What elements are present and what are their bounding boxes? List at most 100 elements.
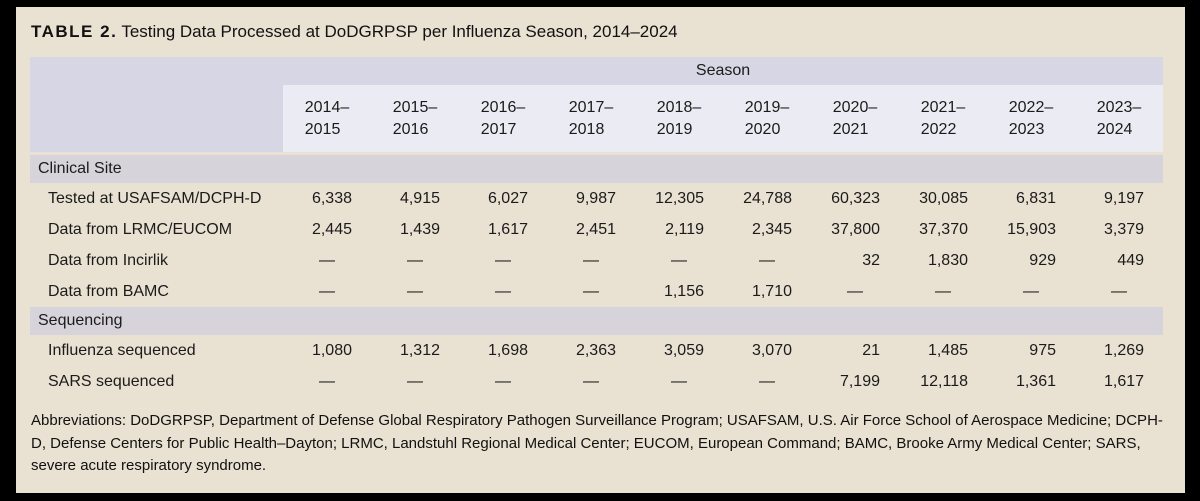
year-col-label: 2016– 2017 [480,98,526,138]
value-cell: 1,312 [371,335,459,366]
value-cell: 1,080 [283,335,371,366]
value-cell: 1,156 [635,276,723,307]
table-number-label: TABLE 2. [31,22,118,41]
value-cell: 1,617 [1075,366,1164,397]
value-cell: 449 [1075,245,1164,276]
value-cell: — [371,276,459,307]
row-label: Data from Incirlik [30,245,283,276]
year-col-header: 2014– 2015 [283,85,371,152]
value-cell: — [811,276,899,307]
section-header-clinical-site: Clinical Site [30,155,1164,183]
table-row: SARS sequenced — — — — — — 7,199 12,118 … [30,366,1164,397]
year-col-header: 2018– 2019 [635,85,723,152]
table-row: Data from LRMC/EUCOM 2,445 1,439 1,617 2… [30,214,1164,245]
year-col-header: 2023– 2024 [1075,85,1164,152]
value-cell: — [459,366,547,397]
value-cell: 4,915 [371,183,459,214]
season-header-row: Season [30,57,1164,85]
year-col-label: 2022– 2023 [1008,98,1054,138]
header-corner-cell [30,85,283,152]
year-col-header: 2020– 2021 [811,85,899,152]
year-col-header: 2016– 2017 [459,85,547,152]
page-background: TABLE 2. Testing Data Processed at DoDGRP… [16,7,1185,493]
value-cell: 6,831 [987,183,1075,214]
value-cell: — [283,276,371,307]
value-cell: 2,363 [547,335,635,366]
value-cell: 3,070 [723,335,811,366]
value-cell: — [459,276,547,307]
row-label: SARS sequenced [30,366,283,397]
header-corner-cell [30,57,283,85]
value-cell: — [899,276,987,307]
value-cell: 975 [987,335,1075,366]
value-cell: 3,379 [1075,214,1164,245]
value-cell: — [283,366,371,397]
value-cell: — [371,245,459,276]
value-cell: 60,323 [811,183,899,214]
value-cell: 24,788 [723,183,811,214]
value-cell: — [723,245,811,276]
year-col-header: 2019– 2020 [723,85,811,152]
value-cell: — [459,245,547,276]
section-label: Sequencing [30,307,1164,335]
value-cell: — [547,366,635,397]
row-label: Data from BAMC [30,276,283,307]
year-col-label: 2015– 2016 [392,98,438,138]
year-col-label: 2017– 2018 [568,98,614,138]
value-cell: 1,617 [459,214,547,245]
value-cell: 7,199 [811,366,899,397]
table-row: Tested at USAFSAM/DCPH-D 6,338 4,915 6,0… [30,183,1164,214]
year-col-label: 2014– 2015 [304,98,350,138]
value-cell: 21 [811,335,899,366]
value-cell: 30,085 [899,183,987,214]
year-col-header: 2022– 2023 [987,85,1075,152]
section-header-sequencing: Sequencing [30,307,1164,335]
value-cell: — [987,276,1075,307]
year-col-label: 2019– 2020 [744,98,790,138]
value-cell: 12,305 [635,183,723,214]
row-label: Data from LRMC/EUCOM [30,214,283,245]
value-cell: 9,987 [547,183,635,214]
value-cell: 1,439 [371,214,459,245]
year-col-label: 2018– 2019 [656,98,702,138]
value-cell: — [723,366,811,397]
value-cell: 1,361 [987,366,1075,397]
value-cell: 929 [987,245,1075,276]
value-cell: 37,800 [811,214,899,245]
value-cell: — [283,245,371,276]
year-col-header: 2021– 2022 [899,85,987,152]
table-row: Data from BAMC — — — — 1,156 1,710 — — —… [30,276,1164,307]
year-col-label: 2021– 2022 [920,98,966,138]
table-container: Season 2014– 2015 2015– 2016 2016– 2017 … [30,57,1185,397]
footnote-abbreviations: Abbreviations: DoDGRPSP, Department of D… [31,412,1163,474]
table-row: Influenza sequenced 1,080 1,312 1,698 2,… [30,335,1164,366]
table-title-text: Testing Data Processed at DoDGRPSP per I… [121,22,678,41]
season-header: Season [283,57,1164,85]
year-col-label: 2020– 2021 [832,98,878,138]
value-cell: — [547,245,635,276]
table-row: Data from Incirlik — — — — — — 32 1,830 … [30,245,1164,276]
section-label: Clinical Site [30,155,1164,183]
value-cell: 1,830 [899,245,987,276]
value-cell: — [1075,276,1164,307]
value-cell: 3,059 [635,335,723,366]
header-gap [30,152,1164,155]
value-cell: 1,485 [899,335,987,366]
value-cell: — [635,366,723,397]
value-cell: — [371,366,459,397]
value-cell: 1,710 [723,276,811,307]
data-table: Season 2014– 2015 2015– 2016 2016– 2017 … [30,57,1164,397]
value-cell: 6,027 [459,183,547,214]
value-cell: 6,338 [283,183,371,214]
value-cell: 32 [811,245,899,276]
row-label: Tested at USAFSAM/DCPH-D [30,183,283,214]
value-cell: 1,269 [1075,335,1164,366]
table-title: TABLE 2. Testing Data Processed at DoDGRP… [16,7,1185,42]
value-cell: 2,445 [283,214,371,245]
value-cell: 2,345 [723,214,811,245]
value-cell: 15,903 [987,214,1075,245]
row-label: Influenza sequenced [30,335,283,366]
value-cell: — [635,245,723,276]
value-cell: 2,451 [547,214,635,245]
value-cell: 12,118 [899,366,987,397]
